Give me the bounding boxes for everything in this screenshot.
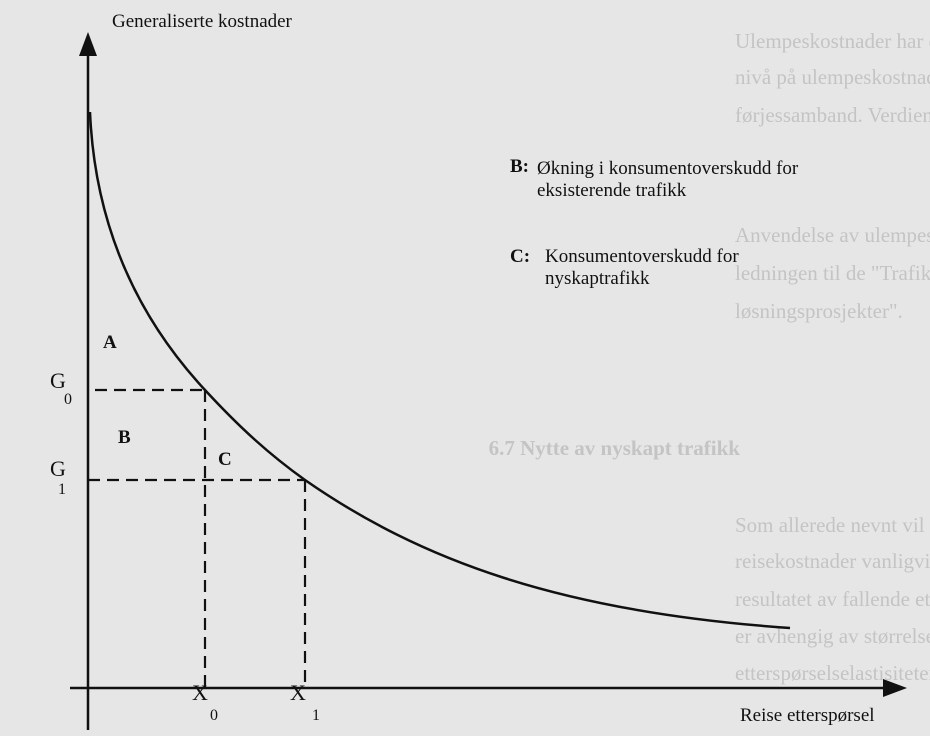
level-subscript: 0 [64,391,72,408]
legend-text: eksisterende trafikk [537,180,687,201]
background-text-line: er avhengig av størrelsen på reduksjonen… [735,624,930,648]
y-axis-label: Generaliserte kostnader [112,11,293,32]
quantity-letter: X [290,680,306,705]
quantity-subscript: 1 [312,707,320,724]
background-text-line: Som allerede nevnt vil et tiltak som gir… [735,513,930,537]
level-letter: G [50,456,66,481]
background-text-line: Anvendelse av ulempeskostnader i konsekv… [735,223,930,247]
background-text-line: nivå på ulempeskostnader ved ulike reise… [735,65,930,89]
background-text-line: ledningen til de "Trafikkberegning og sa… [735,261,930,285]
area-label: B [118,427,131,448]
area-label: C [218,449,232,470]
legend-text: nyskaptrafikk [545,268,650,289]
background-text-line: 6.7 Nytte av nyskapt trafikk [489,436,741,460]
background-text-line: etterspørselselastisiteten, det vil si f… [735,661,930,685]
background-text-line: reisekostnader vanligvis gi en økning i … [735,549,930,573]
legend-text: Konsumentoverskudd for [545,246,739,267]
x-arrow [883,679,907,697]
y-arrow [79,32,97,56]
level-letter: G [50,368,66,393]
background-text-line: Ulempeskostnader har enhet kroner/person… [735,29,930,53]
demand-curve [88,111,791,630]
quantity-letter: X [192,680,208,705]
background-text-line: førjessamband. Verdiene vil bli revidert… [735,103,930,127]
background-text-line: resultatet av fallende etterspørselskurv… [735,587,930,611]
area-label: A [103,332,117,353]
x-axis-label: Reise etterspørsel [740,705,875,726]
background-text: Ulempeskostnader har enhet kroner/person… [489,29,930,685]
quantity-subscript: 0 [210,707,218,724]
background-text-line: løsningsprosjekter". [735,299,903,323]
legend-key: B: [510,156,529,177]
level-subscript: 1 [58,481,66,498]
legend-key: C: [510,246,530,267]
legend-text: Økning i konsumentoverskudd for [537,158,799,179]
